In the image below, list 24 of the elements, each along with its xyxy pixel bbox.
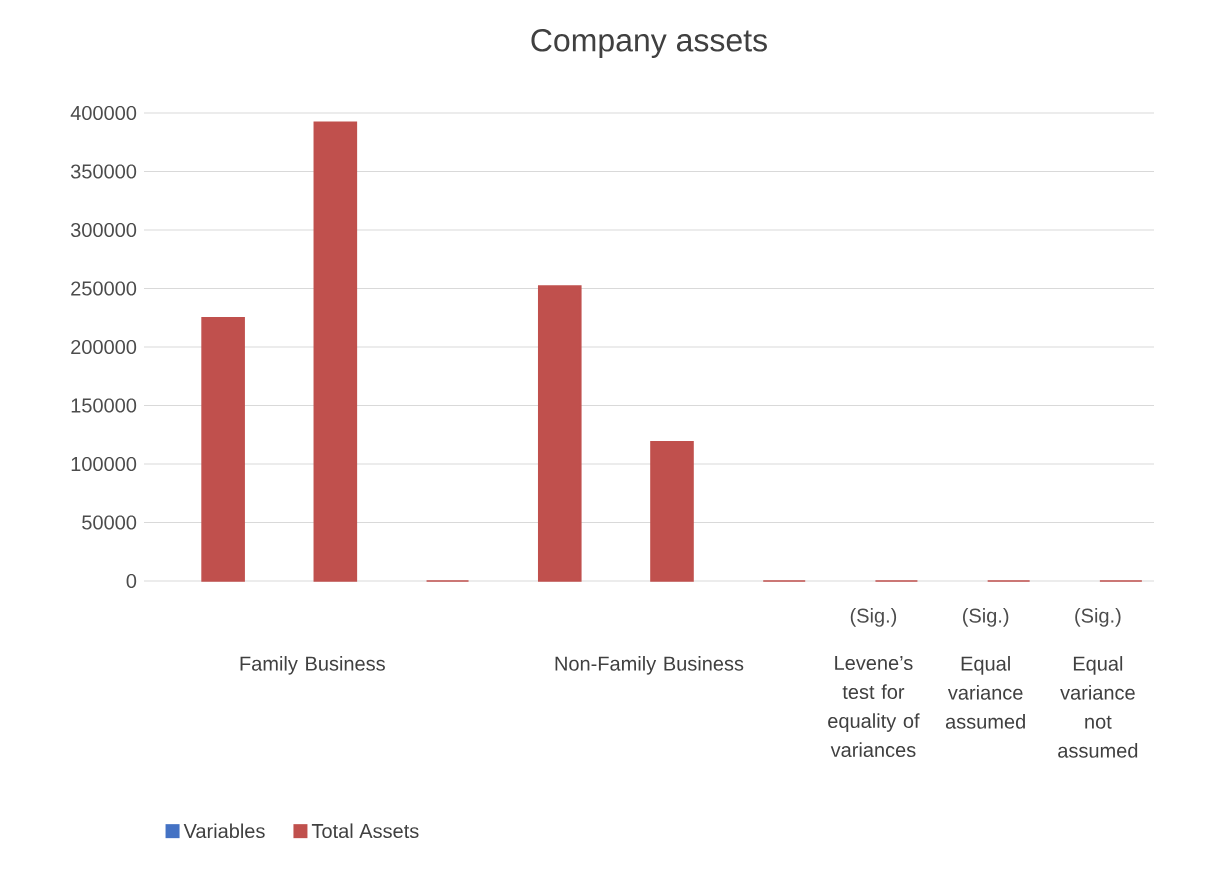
bar [313,121,358,582]
y-tick-label: 250000 [71,281,137,296]
y-tick-label: 400000 [70,105,137,121]
text: Equal variance not assumed [1058,656,1138,758]
x-tick-label: (Sig.) [1075,608,1121,627]
text: Non-Family Business [555,656,744,675]
bar [537,285,582,582]
bar [650,440,694,582]
text: Equal variance assumed [945,656,1025,729]
x-tick-label: (Sig.) [963,608,1009,627]
y-tick-label: 300000 [70,222,137,238]
x-tick-label: (Sig.) [850,608,897,627]
y-tick-label: 150000 [71,398,137,413]
text: Family Business [240,656,385,675]
y-tick-label: 0 [126,573,137,589]
y-tick-label: 350000 [70,164,137,179]
y-tick-label: 50000 [82,515,137,530]
chart-title: Company assets [531,28,767,58]
y-tick-label: 200000 [71,339,137,355]
y-tick-label: 100000 [71,456,137,472]
text: Levene’s test for equality of variances [828,656,920,758]
legend-label: Variables [183,823,265,839]
bar [201,316,245,582]
legend-label: Total Assets [311,823,419,839]
